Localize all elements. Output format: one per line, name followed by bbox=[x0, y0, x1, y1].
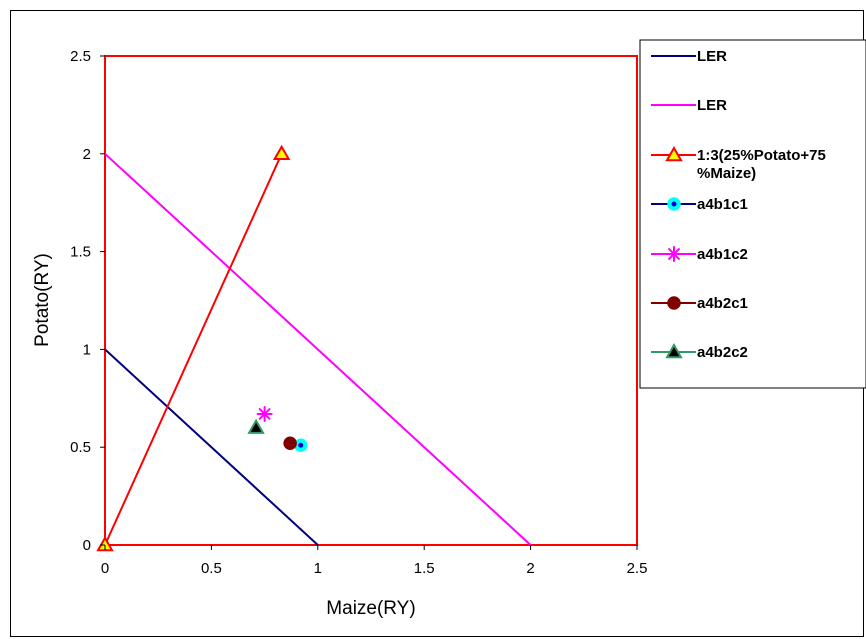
y-tick-label: 2.5 bbox=[70, 48, 91, 65]
y-tick-label: 2 bbox=[83, 146, 91, 163]
legend-box bbox=[639, 39, 866, 389]
legend-entry-5: a4b2c1 bbox=[651, 295, 748, 312]
y-tick-label: 1 bbox=[83, 341, 91, 358]
legend-label: a4b1c1 bbox=[697, 196, 748, 213]
star-stroke bbox=[258, 408, 271, 420]
series-4 bbox=[256, 405, 273, 422]
legend-label: a4b2c1 bbox=[697, 295, 748, 312]
legend: LER LER 1:3(25%Potato+75%Maize) a4b1c1 a4b1c… bbox=[639, 39, 866, 389]
legend-label: a4b1c2 bbox=[697, 246, 748, 263]
x-tick-label: 1 bbox=[314, 560, 322, 577]
legend-label: 1:3(25%Potato+75 bbox=[697, 147, 826, 164]
x-tick-label: 1.5 bbox=[414, 560, 435, 577]
legend-circle-marker-core bbox=[671, 201, 677, 207]
series-1 bbox=[104, 153, 532, 546]
data-point-circle-marker-core bbox=[298, 442, 304, 448]
x-tick-label: 0.5 bbox=[201, 560, 222, 577]
legend-star-marker bbox=[666, 246, 682, 262]
legend-entry-1: LER bbox=[651, 97, 727, 114]
x-tick-label: 2.5 bbox=[627, 560, 648, 577]
series-line bbox=[104, 348, 319, 546]
tick-layer: 0 0.5 1 1.5 2 2.5 0 0.5 1 1.5 2 2.5 bbox=[70, 48, 647, 577]
y-tick-label: 1.5 bbox=[70, 244, 91, 261]
y-tick-label: 0 bbox=[83, 537, 91, 554]
data-point-triangle-marker bbox=[96, 535, 114, 552]
legend-triangle-marker bbox=[665, 342, 683, 359]
series-layer bbox=[96, 144, 532, 552]
x-tick-label: 0 bbox=[101, 560, 109, 577]
legend-entry-0: LER bbox=[651, 48, 727, 65]
data-point-triangle-marker bbox=[247, 418, 265, 434]
series-0 bbox=[104, 348, 319, 546]
legend-entry-2: 1:3(25%Potato+75%Maize) bbox=[651, 145, 826, 182]
data-point-triangle-marker bbox=[272, 144, 291, 161]
x-tick-label: 2 bbox=[526, 560, 534, 577]
y-axis-title: Potato(RY) bbox=[32, 253, 53, 347]
data-point-circle-marker bbox=[283, 436, 297, 451]
legend-label: LER bbox=[697, 97, 727, 114]
legend-entry-3: a4b1c1 bbox=[651, 196, 748, 213]
x-axis-title: Maize(RY) bbox=[326, 598, 415, 619]
data-point-star-marker bbox=[256, 405, 273, 422]
series-line bbox=[104, 153, 532, 546]
legend-label: a4b2c2 bbox=[697, 344, 748, 361]
series-6 bbox=[247, 418, 265, 434]
series-2 bbox=[96, 144, 291, 552]
plot-area bbox=[104, 55, 638, 546]
legend-label: %Maize) bbox=[697, 165, 756, 182]
series-5 bbox=[283, 436, 297, 451]
legend-entry-6: a4b2c2 bbox=[651, 342, 748, 361]
legend-entry-4: a4b1c2 bbox=[651, 246, 748, 263]
star-stroke bbox=[668, 248, 680, 260]
y-tick-label: 0.5 bbox=[70, 439, 91, 456]
legend-circle-marker bbox=[667, 296, 681, 310]
legend-label: LER bbox=[697, 48, 727, 65]
legend-triangle-marker bbox=[665, 145, 683, 162]
series-line bbox=[104, 153, 283, 546]
